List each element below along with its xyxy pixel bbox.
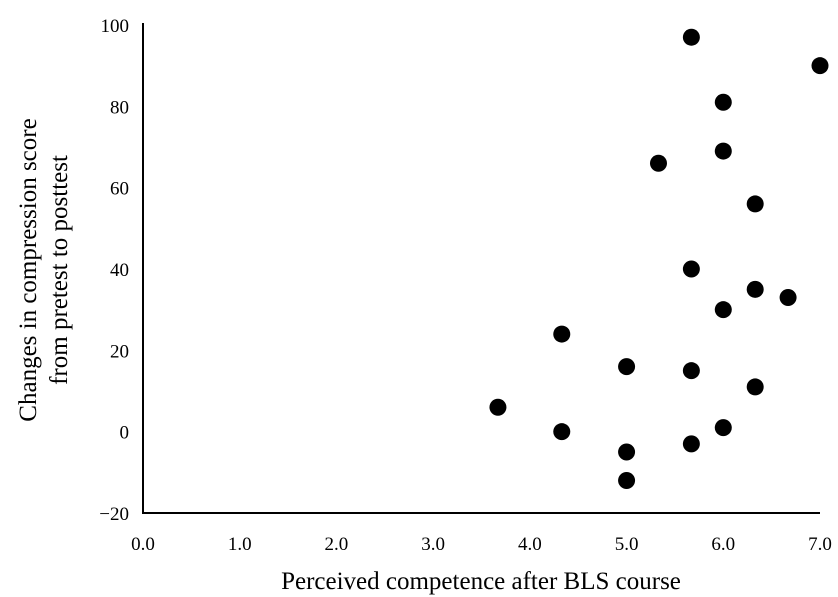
x-tick-label: 6.0 (711, 534, 735, 555)
data-point (714, 301, 732, 319)
x-tick-label: 1.0 (228, 534, 252, 555)
data-point (649, 154, 667, 172)
y-tick-label: 80 (110, 97, 129, 118)
data-point (714, 93, 732, 111)
x-tick-label: 0.0 (131, 534, 155, 555)
y-axis-title-line-1: Changes in compression score (15, 118, 42, 421)
y-tick-label: 20 (110, 341, 129, 362)
data-point (714, 142, 732, 160)
data-point (618, 471, 636, 489)
y-axis-title: Changes in compression score from pretes… (15, 118, 73, 421)
data-point (553, 423, 571, 441)
y-tick-labels: −20 0 20 40 60 80 100 (99, 16, 129, 525)
data-point (714, 419, 732, 437)
data-point (553, 325, 571, 343)
data-point (682, 362, 700, 380)
data-point (682, 435, 700, 453)
data-point (746, 195, 764, 213)
data-point (811, 57, 829, 75)
data-point (746, 378, 764, 396)
y-axis: −20 0 20 40 60 80 100 (99, 16, 144, 525)
x-tick-label: 4.0 (518, 534, 542, 555)
x-axis-title: Perceived competence after BLS course (281, 568, 681, 595)
data-point (618, 443, 636, 461)
y-tick-label: 0 (120, 423, 130, 444)
y-tick-label: 40 (110, 260, 129, 281)
data-point (682, 260, 700, 278)
x-tick-label: 2.0 (325, 534, 349, 555)
y-tick-label: 100 (101, 16, 130, 37)
data-point (779, 288, 797, 306)
data-point (746, 280, 764, 298)
x-tick-label: 7.0 (808, 534, 832, 555)
y-tick-label: 60 (110, 179, 129, 200)
data-point (489, 398, 507, 416)
x-axis: 0.0 1.0 2.0 3.0 4.0 5.0 6.0 7.0 (131, 512, 832, 555)
x-tick-label: 3.0 (421, 534, 445, 555)
x-tick-labels: 0.0 1.0 2.0 3.0 4.0 5.0 6.0 7.0 (131, 534, 832, 555)
x-tick-label: 5.0 (615, 534, 639, 555)
data-point (682, 28, 700, 46)
data-points (489, 28, 829, 489)
y-tick-label: −20 (99, 504, 129, 525)
y-axis-title-line-2: from pretest to posttest (46, 155, 73, 385)
data-point (618, 358, 636, 376)
